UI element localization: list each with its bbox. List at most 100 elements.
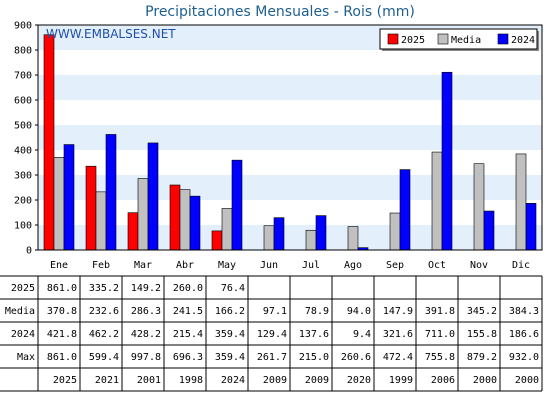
bar-2025-ene (43, 34, 55, 251)
table-row-label: 2024 (11, 329, 35, 340)
table-cell: 97.1 (263, 306, 287, 317)
table-cell: 76.4 (221, 283, 245, 294)
x-tick-label: Ago (344, 260, 362, 271)
table-cell: 9.4 (353, 329, 371, 340)
table-cell: 711.0 (425, 329, 455, 340)
bar-2024-abr (189, 195, 201, 251)
table-cell: 2009 (263, 375, 287, 386)
bar-2024-jun (273, 217, 285, 251)
table-cell: 2000 (515, 375, 539, 386)
y-tick-label: 400 (14, 146, 32, 157)
x-tick-label: Dic (512, 260, 530, 271)
y-tick-label: 900 (14, 21, 32, 32)
table-cell: 932.0 (509, 352, 539, 363)
grid-band (38, 75, 542, 100)
table-cell: 215.4 (173, 329, 203, 340)
table-cell: 2020 (347, 375, 371, 386)
table-cell: 370.8 (47, 306, 77, 317)
y-tick-label: 800 (14, 46, 32, 57)
table-cell: 2001 (137, 375, 161, 386)
table-cell: 861.0 (47, 352, 77, 363)
table-cell: 421.8 (47, 329, 77, 340)
bar-2024-mar (147, 142, 159, 251)
y-tick-label: 600 (14, 96, 32, 107)
bar-2024-sep (399, 169, 411, 251)
table-cell: 232.6 (89, 306, 119, 317)
bar-2024-oct (441, 71, 453, 251)
x-tick-label: Oct (428, 260, 446, 271)
y-tick-label: 700 (14, 71, 32, 82)
data-table: 2025 861.0 335.2 149.2 260.0 76.4 Media 370.8 23… (0, 275, 543, 392)
table-cell: 78.9 (305, 306, 329, 317)
table-cell: 147.9 (383, 306, 413, 317)
bar-2024-jul (315, 215, 327, 251)
bar-2024-ene (63, 144, 75, 251)
table-cell: 137.6 (299, 329, 329, 340)
table-cell: 94.0 (347, 306, 371, 317)
table-cell: 2000 (473, 375, 497, 386)
bar-media-mar (137, 178, 149, 251)
bar-media-oct (431, 151, 443, 251)
legend-swatch (497, 33, 509, 45)
table-cell: 2025 (53, 375, 77, 386)
bar-2024-dic (525, 203, 537, 251)
x-tick-label: Sep (386, 260, 404, 271)
plot-border (37, 24, 543, 251)
chart-title: Precipitaciones Mensuales - Rois (mm) (145, 4, 415, 20)
bar-media-abr (179, 189, 191, 251)
table-cell: 1998 (179, 375, 203, 386)
table-cell: 428.2 (131, 329, 161, 340)
bar-media-ene (53, 157, 65, 251)
y-tick-label: 300 (14, 171, 32, 182)
bar-2025-may (211, 230, 223, 251)
x-tick-label: Abr (176, 260, 194, 271)
table-cell: 2009 (305, 375, 329, 386)
legend-label: 2025 (401, 35, 425, 46)
bar-media-jul (305, 229, 317, 251)
table-cell: 335.2 (89, 283, 119, 294)
bar-2025-feb (85, 165, 97, 251)
grid-band (38, 125, 542, 150)
table-cell: 241.5 (173, 306, 203, 317)
legend-label: Media (451, 35, 481, 46)
bar-2025-abr (169, 184, 181, 251)
bar-2025-mar (127, 212, 139, 251)
table-cell: 260.0 (173, 283, 203, 294)
bar-media-ago (347, 226, 359, 251)
table-row-label: Media (5, 306, 35, 317)
grid-band (38, 225, 542, 250)
table-cell: 155.8 (467, 329, 497, 340)
x-tick-label: Mar (134, 260, 152, 271)
table-cell: 696.3 (173, 352, 203, 363)
legend-label: 2024 (511, 35, 535, 46)
bar-media-sep (389, 212, 401, 251)
table-cell: 755.8 (425, 352, 455, 363)
y-tick-label: 200 (14, 196, 32, 207)
table-cell: 472.4 (383, 352, 413, 363)
x-tick-label: Feb (92, 260, 110, 271)
table-cell: 215.0 (299, 352, 329, 363)
x-tick-label: May (218, 260, 236, 271)
bar-2024-feb (105, 134, 117, 251)
table-cell: 2024 (221, 375, 245, 386)
table-cell: 359.4 (215, 329, 245, 340)
table-row-label: 2025 (11, 283, 35, 294)
table-cell: 2006 (431, 375, 455, 386)
x-tick-label: Jul (302, 260, 320, 271)
legend-swatch (387, 33, 399, 45)
table-cell: 997.8 (131, 352, 161, 363)
grid-band (38, 175, 542, 200)
table-cell: 599.4 (89, 352, 119, 363)
bar-media-feb (95, 191, 107, 251)
legend: 2025 Media 2024 (379, 28, 539, 51)
table-cell: 391.8 (425, 306, 455, 317)
legend-swatch (437, 33, 449, 45)
table-cell: 260.6 (341, 352, 371, 363)
bar-media-dic (515, 153, 527, 251)
bar-2024-may (231, 159, 243, 251)
table-cell: 186.6 (509, 329, 539, 340)
table-cell: 2021 (95, 375, 119, 386)
x-tick-label: Jun (260, 260, 278, 271)
